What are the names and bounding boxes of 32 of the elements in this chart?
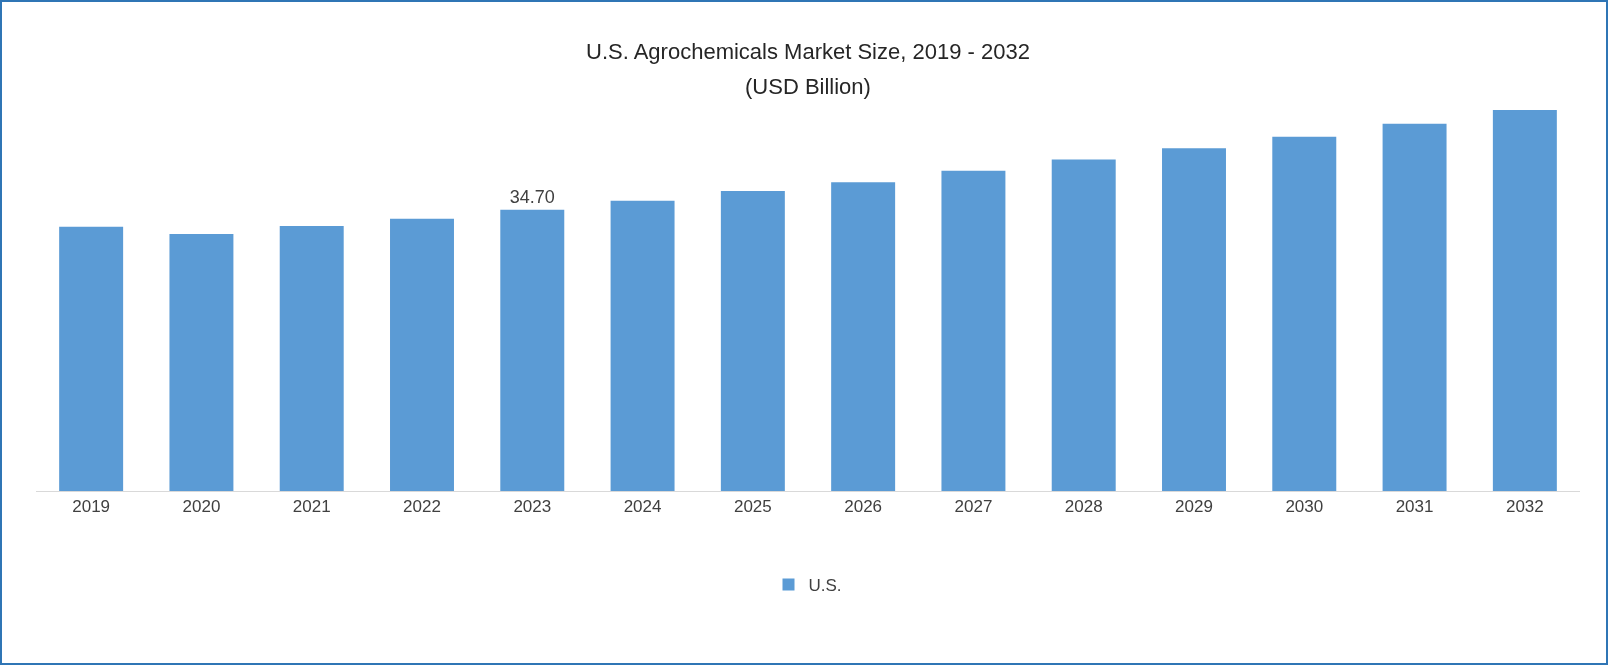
x-tick-label: 2021 [292,497,331,517]
bar [610,200,675,491]
chart-title: U.S. Agrochemicals Market Size, 2019 - 2032 [586,39,1030,64]
x-tick-label: 2020 [182,497,221,517]
x-tick-label: 2024 [623,497,662,517]
bar [1492,110,1557,491]
x-tick-label: 2025 [733,497,772,517]
bar [831,182,896,491]
x-tick-label: 2032 [1505,497,1544,517]
bar [1162,148,1226,491]
x-tick-label: 2023 [513,497,552,517]
chart-subtitle: (USD Billion) [745,74,871,99]
bar [390,218,454,491]
data-label: 34.70 [509,186,555,207]
x-tick-label: 2030 [1285,497,1324,517]
bar [941,170,1006,491]
bar [59,226,124,491]
bar [1051,159,1116,491]
bar [279,225,344,491]
x-tick-label: 2029 [1175,497,1213,517]
bar [1272,136,1337,491]
bar [720,191,785,491]
x-tick-label: 2031 [1395,497,1434,517]
x-tick-label: 2019 [72,497,111,517]
bar [1382,123,1447,491]
x-tick-label: 2026 [844,497,883,517]
bar [500,209,565,491]
x-tick-label: 2028 [1064,497,1103,517]
x-tick-label: 2022 [403,497,441,517]
legend-label: U.S. [808,576,842,596]
x-tick-label: 2027 [954,497,993,517]
bar [169,234,234,491]
